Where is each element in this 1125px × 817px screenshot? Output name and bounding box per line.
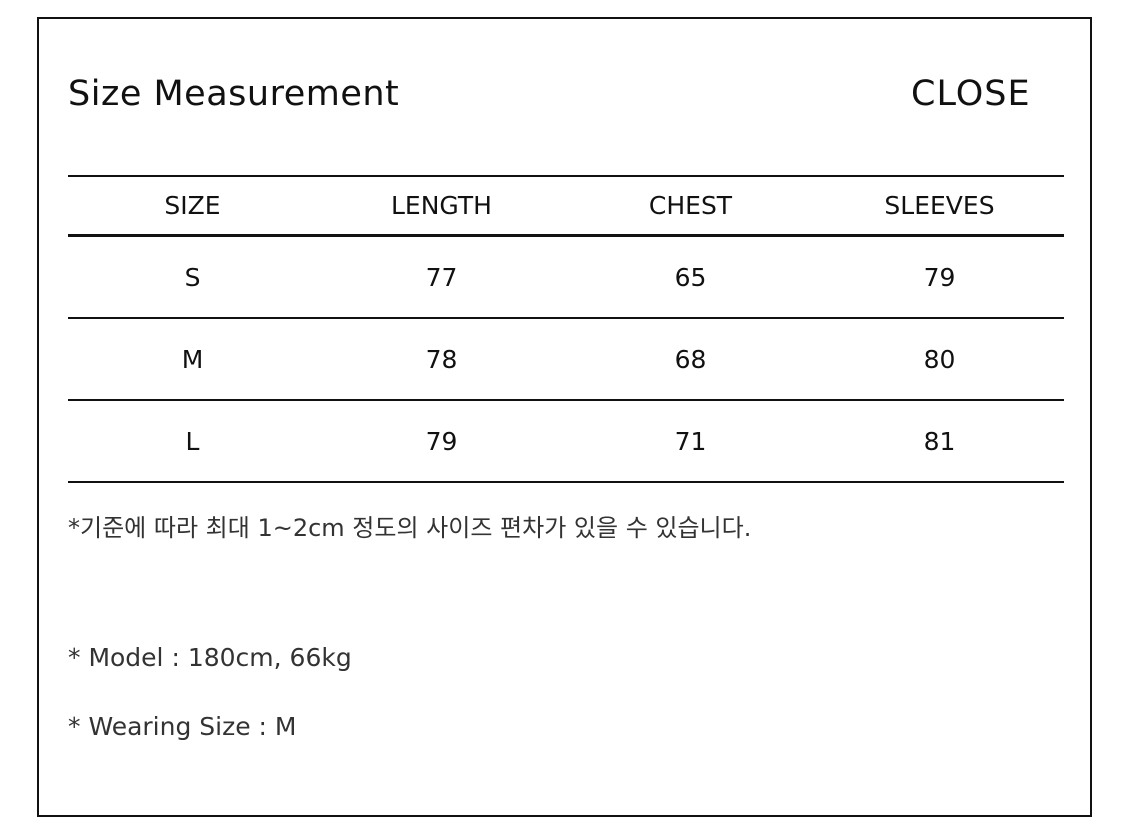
header-sleeves: SLEEVES: [815, 175, 1064, 237]
header-length: LENGTH: [317, 175, 566, 237]
close-button[interactable]: CLOSE: [911, 74, 1031, 114]
size-deviation-note: *기준에 따라 최대 1~2cm 정도의 사이즈 편차가 있을 수 있습니다.: [68, 514, 752, 542]
header-chest: CHEST: [566, 175, 815, 237]
size-table: SIZE LENGTH CHEST SLEEVES S 77 65 79 M 7…: [68, 175, 1064, 483]
cell: L: [68, 400, 317, 483]
cell: M: [68, 318, 317, 401]
cell: 81: [815, 400, 1064, 483]
table-row: L 79 71 81: [68, 400, 1064, 483]
cell: 65: [566, 235, 815, 319]
cell: 79: [317, 400, 566, 483]
header-size: SIZE: [68, 175, 317, 237]
table-row: S 77 65 79: [68, 235, 1064, 319]
cell: 71: [566, 400, 815, 483]
model-info: * Model : 180cm, 66kg: [68, 643, 352, 672]
table-row: M 78 68 80: [68, 318, 1064, 401]
cell: 79: [815, 235, 1064, 319]
cell: S: [68, 235, 317, 319]
modal-title: Size Measurement: [68, 74, 400, 114]
table-header-row: SIZE LENGTH CHEST SLEEVES: [68, 175, 1064, 237]
cell: 80: [815, 318, 1064, 401]
cell: 68: [566, 318, 815, 401]
cell: 78: [317, 318, 566, 401]
cell: 77: [317, 235, 566, 319]
wearing-size-info: * Wearing Size : M: [68, 712, 297, 741]
